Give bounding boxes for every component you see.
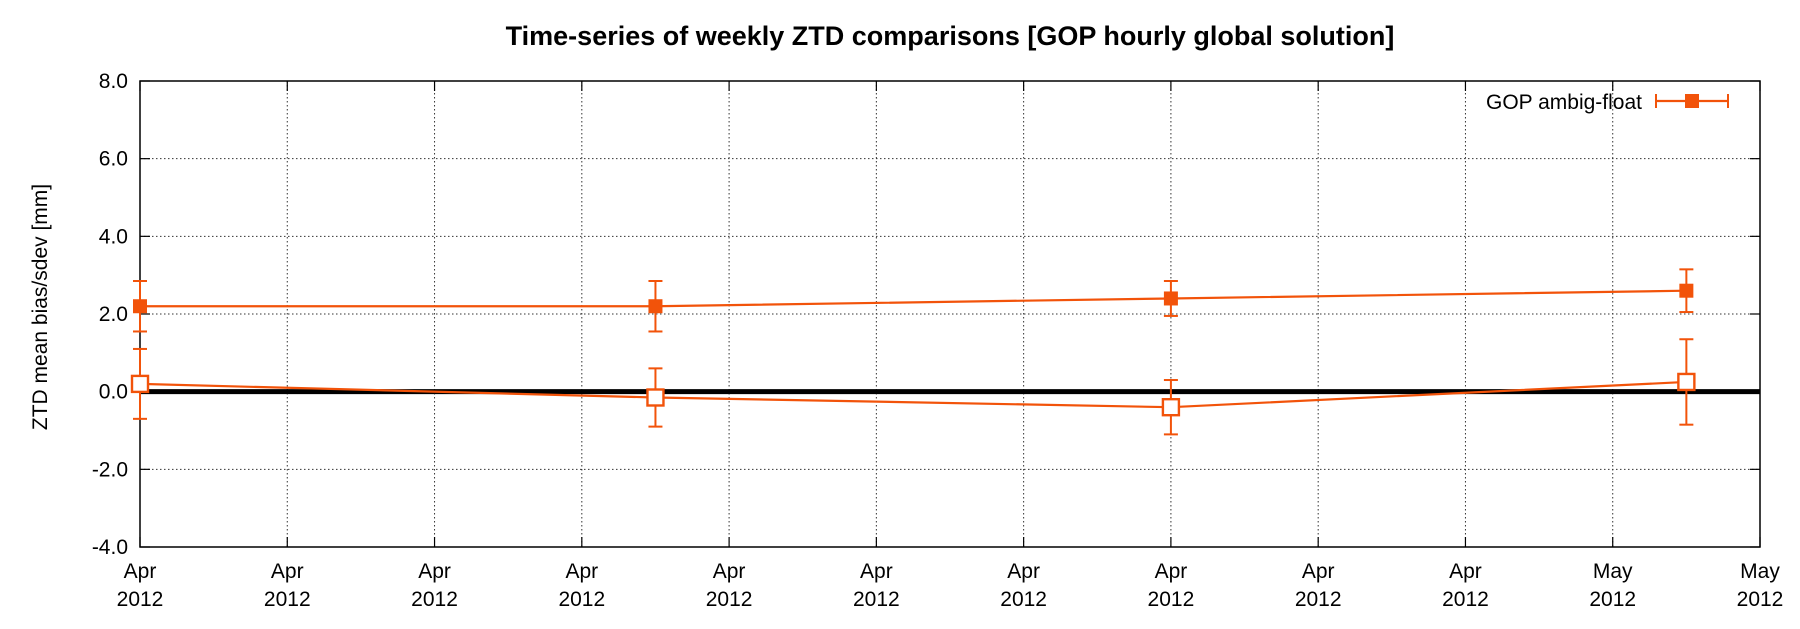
legend-marker: [1685, 94, 1699, 108]
x-tick-label-year: 2012: [1295, 588, 1342, 611]
legend-label-gop-ambig-float: GOP ambig-float: [1486, 91, 1642, 114]
data-point: [646, 388, 665, 407]
y-tick-label: -2.0: [92, 458, 128, 481]
y-tick-label: 0.0: [99, 381, 128, 404]
x-tick-label-year: 2012: [1737, 588, 1784, 611]
x-tick-label-year: 2012: [1000, 588, 1047, 611]
legend: GOP ambig-float: [1486, 91, 1729, 114]
series-marks: [130, 268, 1696, 436]
x-tick-label-year: 2012: [411, 588, 458, 611]
data-point: [130, 374, 150, 394]
x-tick-label-month: Apr: [1449, 560, 1482, 583]
x-tick-label-year: 2012: [1442, 588, 1489, 611]
x-tick-label-month: Apr: [124, 560, 157, 583]
grid: [140, 81, 1760, 547]
data-point: [1163, 291, 1178, 306]
x-tick-label-year: 2012: [264, 588, 311, 611]
x-tick-label-year: 2012: [117, 588, 164, 611]
x-tick-label-month: Apr: [1007, 560, 1040, 583]
tick-labels: -4.0 -2.0 0.0 2.0 4.0 6.0 8.0 Apr 2012 Apr 2012 Apr…: [92, 70, 1784, 611]
y-tick-label: -4.0: [92, 536, 128, 559]
y-axis-label: ZTD mean bias/sdev [mm]: [29, 184, 52, 430]
x-tick-label-month: Apr: [418, 560, 451, 583]
data-point: [648, 299, 663, 314]
data-point: [1679, 283, 1694, 298]
x-tick-label-month: Apr: [860, 560, 893, 583]
x-tick-label-month: Apr: [565, 560, 598, 583]
x-tick-label-year: 2012: [706, 588, 753, 611]
data-point: [1161, 398, 1181, 417]
y-tick-label: 2.0: [99, 303, 128, 326]
data-point: [133, 299, 147, 314]
x-tick-label-year: 2012: [1589, 588, 1636, 611]
x-tick-label-month: Apr: [1155, 560, 1188, 583]
series-line: [139, 380, 1687, 409]
data-point: [1677, 372, 1696, 392]
y-tick-label: 6.0: [99, 148, 128, 171]
x-tick-label-month: May: [1593, 560, 1633, 583]
x-tick-label-month: Apr: [713, 560, 746, 583]
x-tick-label-month: Apr: [1302, 560, 1335, 583]
y-tick-label: 8.0: [99, 70, 128, 93]
y-tick-label: 4.0: [99, 225, 128, 248]
x-tick-label-month: May: [1740, 560, 1780, 583]
x-tick-label-year: 2012: [558, 588, 605, 611]
x-tick-label-year: 2012: [853, 588, 900, 611]
chart-title: Time-series of weekly ZTD comparisons [G…: [506, 21, 1395, 51]
x-tick-label-year: 2012: [1148, 588, 1195, 611]
x-tick-label-month: Apr: [271, 560, 304, 583]
series-line: [140, 289, 1687, 308]
